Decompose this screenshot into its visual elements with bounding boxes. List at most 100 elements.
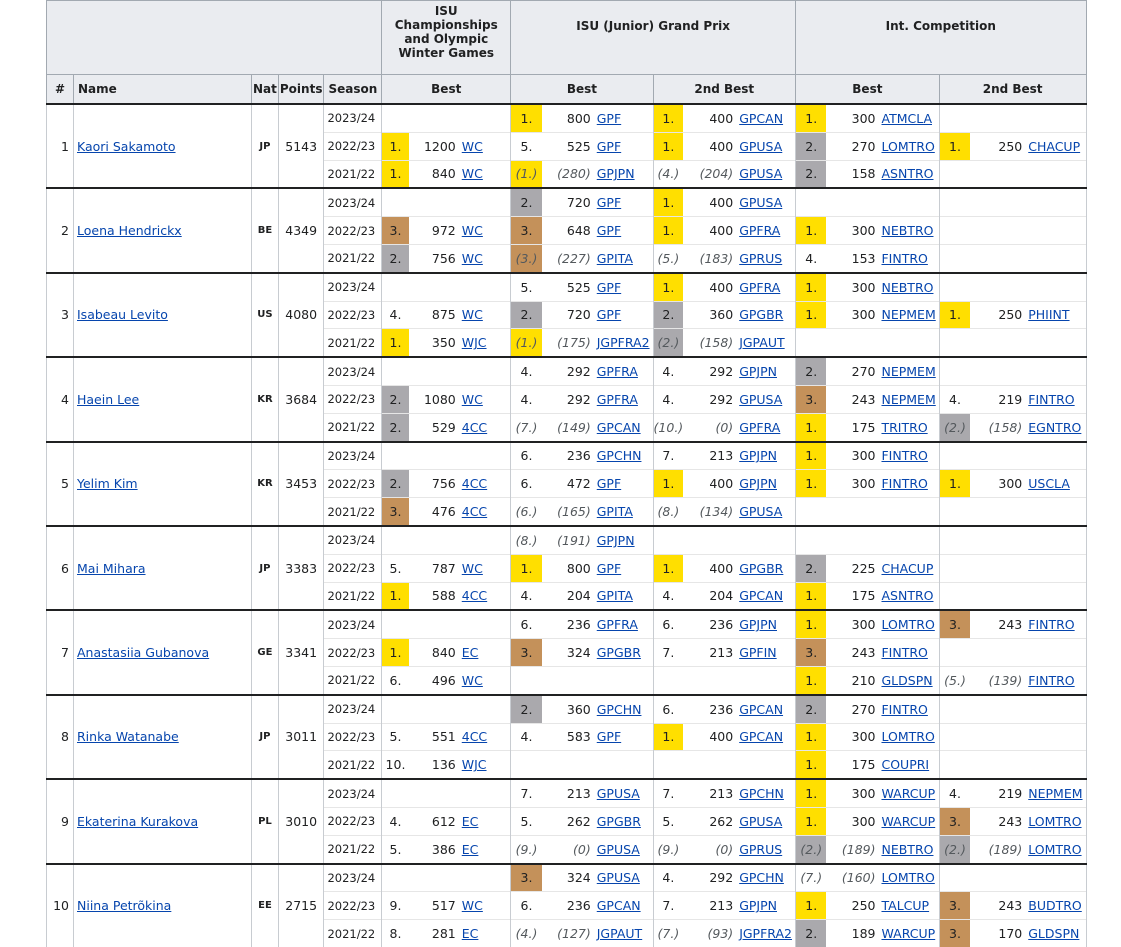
event-link[interactable]: LOMTRO — [881, 870, 935, 886]
event-link[interactable]: GLDSPN — [881, 672, 933, 688]
event-link[interactable]: 4CC — [461, 504, 488, 520]
event-link[interactable]: TALCUP — [881, 898, 930, 914]
event-link[interactable]: LOMTRO — [881, 729, 935, 745]
skater-name-link[interactable]: Mai Mihara — [77, 560, 146, 576]
event-link[interactable]: BUDTRO — [1028, 898, 1082, 914]
event-link[interactable]: EC — [461, 645, 479, 661]
event-link[interactable]: FINTRO — [1028, 391, 1075, 407]
event-link[interactable]: NEPMEM — [1028, 786, 1083, 802]
event-link[interactable]: JGPAUT — [596, 926, 643, 941]
event-link[interactable]: GPF — [596, 560, 622, 576]
event-link[interactable]: NEPMEM — [881, 391, 936, 407]
event-link[interactable]: GPITA — [596, 504, 633, 520]
event-link[interactable]: GPUSA — [596, 870, 640, 886]
event-link[interactable]: GPF — [596, 729, 622, 745]
event-link[interactable]: GPCAN — [739, 110, 784, 126]
event-link[interactable]: GPGBR — [739, 560, 784, 576]
event-link[interactable]: WC — [461, 166, 483, 182]
event-link[interactable]: TRITRO — [881, 419, 928, 435]
event-link[interactable]: LOMTRO — [1028, 813, 1082, 829]
event-link[interactable]: GPJPN — [739, 617, 777, 633]
event-link[interactable]: 4CC — [461, 476, 488, 492]
event-link[interactable]: GPFRA — [739, 223, 781, 239]
col-int-2nd-best[interactable]: 2nd Best — [938, 74, 1087, 105]
event-link[interactable]: GPF — [596, 223, 622, 239]
event-link[interactable]: WARCUP — [881, 813, 936, 829]
event-link[interactable]: GPFIN — [739, 645, 777, 661]
event-link[interactable]: NEBTRO — [881, 223, 934, 239]
skater-name-link[interactable]: Rinka Watanabe — [77, 729, 179, 745]
event-link[interactable]: FINTRO — [881, 645, 928, 661]
event-link[interactable]: USCLA — [1028, 476, 1070, 492]
skater-name-link[interactable]: Isabeau Levito — [77, 307, 168, 323]
event-link[interactable]: GPF — [596, 307, 622, 323]
event-link[interactable]: GPJPN — [739, 476, 777, 492]
event-link[interactable]: GPUSA — [739, 391, 783, 407]
event-link[interactable]: NEBTRO — [881, 841, 934, 857]
col-rank[interactable]: # — [46, 74, 74, 105]
event-link[interactable]: JGPFRA2 — [739, 926, 792, 941]
event-link[interactable]: GPCHN — [596, 701, 642, 717]
skater-name-link[interactable]: Haein Lee — [77, 391, 140, 407]
col-isu-best[interactable]: Best — [381, 74, 512, 105]
event-link[interactable]: GPF — [596, 195, 622, 211]
event-link[interactable]: FINTRO — [881, 250, 928, 266]
event-link[interactable]: GPUSA — [596, 841, 640, 857]
event-link[interactable]: GPITA — [596, 588, 633, 604]
event-link[interactable]: EC — [461, 813, 479, 829]
event-link[interactable]: NEPMEM — [881, 364, 936, 380]
event-link[interactable]: GPFRA — [596, 391, 638, 407]
col-gp-2nd-best[interactable]: 2nd Best — [652, 74, 796, 105]
event-link[interactable]: NEBTRO — [881, 279, 934, 295]
event-link[interactable]: GPFRA — [596, 617, 638, 633]
col-int-best[interactable]: Best — [794, 74, 940, 105]
event-link[interactable]: GPUSA — [739, 166, 783, 182]
event-link[interactable]: JGPAUT — [739, 335, 785, 351]
event-link[interactable]: WC — [461, 391, 483, 407]
event-link[interactable]: GPGBR — [739, 307, 784, 323]
event-link[interactable]: GPJPN — [596, 166, 635, 182]
event-link[interactable]: WC — [461, 223, 483, 239]
event-link[interactable]: WJC — [461, 757, 487, 773]
event-link[interactable]: WARCUP — [881, 926, 936, 941]
event-link[interactable]: ATMCLA — [881, 110, 933, 126]
col-points[interactable]: Points — [277, 74, 325, 105]
event-link[interactable]: GPUSA — [739, 813, 783, 829]
event-link[interactable]: EC — [461, 841, 479, 857]
event-link[interactable]: GPJPN — [739, 448, 777, 464]
event-link[interactable]: GPUSA — [739, 138, 783, 154]
event-link[interactable]: FINTRO — [1028, 617, 1075, 633]
col-nat[interactable]: Nat — [251, 74, 279, 105]
event-link[interactable]: WC — [461, 138, 483, 154]
event-link[interactable]: ASNTRO — [881, 588, 934, 604]
event-link[interactable]: JGPFRA2 — [596, 335, 650, 351]
event-link[interactable]: GPF — [596, 138, 622, 154]
skater-name-link[interactable]: Niina Petrõkina — [77, 898, 172, 914]
event-link[interactable]: FINTRO — [881, 701, 928, 717]
event-link[interactable]: GPFRA — [596, 364, 638, 380]
event-link[interactable]: CHACUP — [881, 560, 934, 576]
event-link[interactable]: GPCAN — [596, 419, 641, 435]
event-link[interactable]: 4CC — [461, 588, 488, 604]
event-link[interactable]: GPCAN — [596, 898, 641, 914]
event-link[interactable]: GPRUS — [739, 250, 783, 266]
skater-name-link[interactable]: Loena Hendrickx — [77, 223, 182, 239]
event-link[interactable]: GPGBR — [596, 813, 641, 829]
event-link[interactable]: ASNTRO — [881, 166, 934, 182]
skater-name-link[interactable]: Yelim Kim — [77, 476, 138, 492]
event-link[interactable]: WC — [461, 307, 483, 323]
event-link[interactable]: GPITA — [596, 250, 633, 266]
event-link[interactable]: WC — [461, 672, 483, 688]
event-link[interactable]: WC — [461, 898, 483, 914]
event-link[interactable]: FINTRO — [1028, 672, 1075, 688]
event-link[interactable]: EC — [461, 926, 479, 941]
col-gp-best[interactable]: Best — [510, 74, 654, 105]
event-link[interactable]: GPCAN — [739, 588, 784, 604]
event-link[interactable]: GPF — [596, 476, 622, 492]
event-link[interactable]: GLDSPN — [1028, 926, 1080, 941]
event-link[interactable]: GPGBR — [596, 645, 641, 661]
event-link[interactable]: GPFRA — [739, 279, 781, 295]
event-link[interactable]: LOMTRO — [881, 617, 935, 633]
event-link[interactable]: LOMTRO — [881, 138, 935, 154]
event-link[interactable]: FINTRO — [881, 476, 928, 492]
